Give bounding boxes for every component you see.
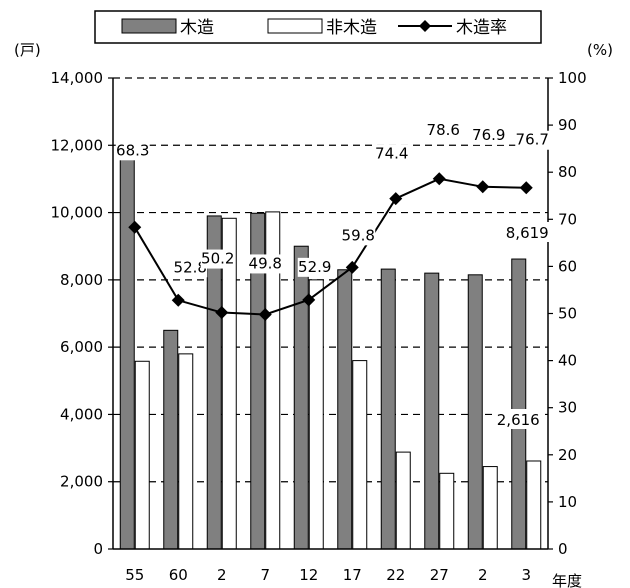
y-right-tick-label: 70 bbox=[558, 210, 577, 228]
y-right-tick-label: 100 bbox=[558, 69, 587, 87]
y-left-tick-label: 6,000 bbox=[60, 338, 103, 356]
rate-point bbox=[258, 307, 272, 321]
y-right-tick-label: 20 bbox=[558, 446, 577, 464]
rate-label: 59.8 bbox=[342, 226, 375, 244]
legend: 木造 非木造 木造率 bbox=[94, 10, 542, 44]
tick-labels: 0 2,000 4,000 6,000 8,000 10,000 12,000 14,000 0… bbox=[51, 69, 587, 588]
axis-units: (戸) (%) bbox=[14, 41, 613, 59]
bar-nonwood bbox=[526, 460, 542, 550]
rate-label: 50.2 bbox=[201, 250, 234, 268]
bar-wood bbox=[424, 272, 440, 550]
y-right-tick-label: 50 bbox=[558, 305, 577, 323]
y-right-tick-label: 30 bbox=[558, 399, 577, 417]
rate-point bbox=[345, 260, 359, 274]
x-tick-label: 22 bbox=[386, 566, 405, 584]
legend-label-rate: 木造率 bbox=[456, 18, 507, 38]
rate-label: 49.8 bbox=[249, 254, 282, 272]
bar-nonwood bbox=[395, 451, 411, 550]
y-right-tick-label: 60 bbox=[558, 257, 577, 275]
rate-point bbox=[215, 306, 229, 320]
legend-label-nonwood: 非木造 bbox=[326, 18, 377, 38]
rate-label-bg bbox=[248, 254, 283, 274]
rate-point bbox=[128, 220, 142, 234]
bar-nonwood bbox=[439, 472, 455, 550]
x-tick-label: 60 bbox=[169, 566, 188, 584]
rate-label: 78.6 bbox=[427, 121, 460, 139]
bar-nonwood bbox=[352, 360, 368, 550]
rate-label: 68.3 bbox=[116, 141, 149, 159]
x-axis-label: 年度 bbox=[552, 572, 582, 588]
rate-point bbox=[519, 181, 533, 195]
y-left-tick-label: 0 bbox=[93, 540, 103, 558]
x-tick-label: 55 bbox=[125, 566, 144, 584]
bar-wood bbox=[380, 268, 396, 550]
x-tick-label: 17 bbox=[343, 566, 362, 584]
nonwood-value-label: 2,616 bbox=[497, 411, 540, 429]
rate-label: 52.9 bbox=[298, 258, 331, 276]
plot-frame bbox=[108, 77, 553, 550]
rate-point bbox=[432, 172, 446, 186]
y-right-tick-label: 80 bbox=[558, 163, 577, 181]
x-tick-label: 7 bbox=[260, 566, 270, 584]
bar-wood bbox=[511, 258, 527, 550]
rate-line bbox=[128, 172, 533, 321]
wood-label-bg bbox=[505, 222, 551, 242]
rate-label-bg bbox=[115, 141, 150, 161]
rate-label-bg bbox=[173, 258, 208, 278]
y-right-tick-label: 90 bbox=[558, 116, 577, 134]
y-right-tick-label: 40 bbox=[558, 352, 577, 370]
x-tick-label: 12 bbox=[299, 566, 318, 584]
rate-point bbox=[389, 192, 403, 206]
rate-label-bg bbox=[471, 125, 506, 145]
legend-marker-rate bbox=[419, 20, 431, 32]
y-left-unit: (戸) bbox=[14, 41, 41, 59]
rate-point bbox=[171, 293, 185, 307]
x-tick-label: 27 bbox=[430, 566, 449, 584]
y-left-tick-label: 10,000 bbox=[51, 204, 104, 222]
rate-series-line bbox=[133, 177, 527, 316]
rate-label-bg bbox=[341, 226, 376, 246]
x-tick-label: 2 bbox=[217, 566, 227, 584]
bar-wood bbox=[163, 329, 179, 550]
bar-nonwood bbox=[482, 466, 498, 550]
rate-label: 74.4 bbox=[375, 145, 408, 163]
rate-label: 76.7 bbox=[516, 131, 549, 149]
legend-swatch-nonwood bbox=[267, 18, 323, 34]
bar-wood bbox=[119, 144, 135, 550]
rate-label-bg bbox=[297, 257, 332, 277]
bar-nonwood bbox=[178, 353, 194, 550]
rate-label-bg bbox=[426, 120, 461, 140]
rate-point bbox=[302, 293, 316, 307]
data-labels: 68.3 52.850.2 49.8 52.9 59.8 74.4 78.6 76.9 76.7… bbox=[115, 120, 551, 429]
legend-label-wood: 木造 bbox=[180, 18, 214, 38]
y-left-tick-label: 12,000 bbox=[51, 136, 104, 154]
rate-label-bg bbox=[374, 144, 409, 164]
legend-swatch-wood bbox=[121, 18, 177, 34]
rate-point bbox=[476, 180, 490, 194]
y-left-tick-label: 4,000 bbox=[60, 405, 103, 423]
rate-label: 76.9 bbox=[472, 126, 505, 144]
bar-wood bbox=[467, 274, 483, 550]
y-right-tick-label: 10 bbox=[558, 493, 577, 511]
rate-label-bg bbox=[200, 249, 235, 269]
y-left-tick-label: 8,000 bbox=[60, 271, 103, 289]
bar-wood bbox=[337, 269, 353, 550]
bar-wood bbox=[293, 245, 309, 550]
y-left-tick-label: 2,000 bbox=[60, 473, 103, 491]
x-tick-label: 3 bbox=[521, 566, 531, 584]
bars bbox=[119, 144, 542, 550]
y-right-unit: (%) bbox=[587, 41, 613, 59]
x-tick-label: 2 bbox=[478, 566, 488, 584]
rate-label: 52.8 bbox=[174, 258, 207, 276]
wood-value-label: 8,619 bbox=[506, 224, 549, 242]
bar-nonwood bbox=[134, 360, 150, 550]
rate-label-bg bbox=[515, 130, 550, 150]
bar-nonwood bbox=[308, 279, 324, 550]
y-right-tick-label: 0 bbox=[558, 540, 568, 558]
nonwood-label-bg bbox=[496, 409, 543, 429]
y-left-tick-label: 14,000 bbox=[51, 69, 104, 87]
